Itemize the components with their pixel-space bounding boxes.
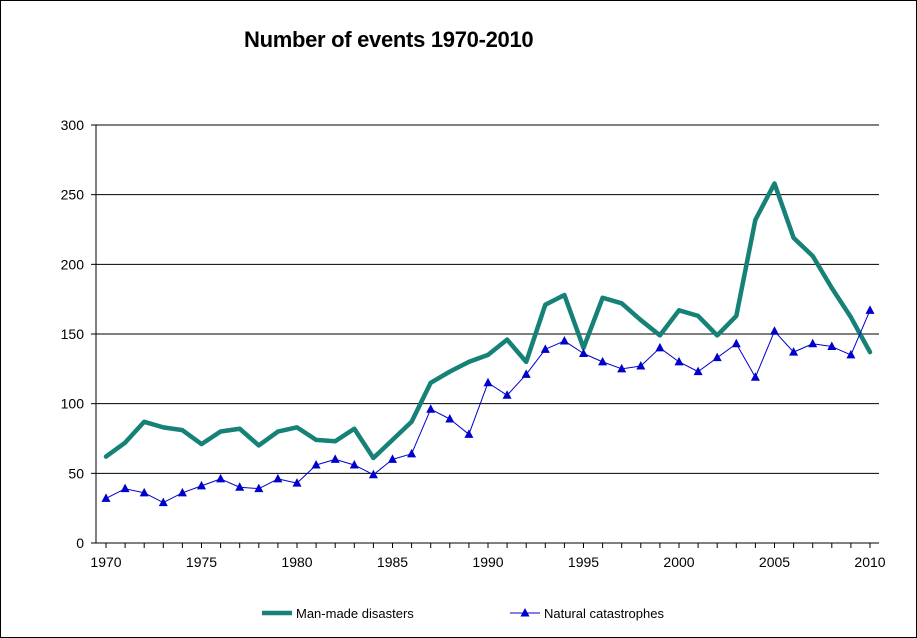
x-tick-1990: 1990 (472, 554, 503, 570)
data-point-natural-1994 (559, 335, 569, 345)
data-point-natural-2000 (674, 356, 684, 366)
x-tick-1985: 1985 (377, 554, 408, 570)
data-point-natural-1997 (617, 363, 627, 373)
y-tick-150: 150 (61, 326, 85, 342)
data-point-natural-1970 (101, 493, 111, 502)
x-tick-1970: 1970 (90, 554, 121, 570)
data-point-natural-2005 (770, 326, 779, 335)
chart-title: Number of events 1970-2010 (244, 27, 534, 52)
data-point-natural-1989 (464, 429, 474, 438)
data-point-natural-1998 (636, 361, 646, 370)
data-point-natural-1983 (349, 459, 359, 469)
x-tick-2000: 2000 (663, 554, 694, 570)
x-tick-1995: 1995 (568, 554, 599, 570)
y-tick-100: 100 (61, 396, 85, 412)
data-point-natural-2006 (789, 347, 799, 356)
data-point-natural-1986 (407, 448, 417, 458)
legend-label-natural: Natural catastrophes (544, 606, 664, 621)
data-point-natural-2010 (865, 305, 875, 314)
data-point-natural-1976 (216, 473, 226, 483)
data-point-natural-1980 (292, 478, 302, 487)
data-point-natural-1992 (521, 369, 531, 378)
data-point-natural-2009 (846, 349, 856, 359)
data-point-natural-1984 (368, 469, 378, 479)
data-point-natural-1977 (235, 482, 245, 491)
data-point-natural-1996 (598, 356, 608, 366)
data-point-natural-2008 (827, 341, 837, 351)
x-tick-1980: 1980 (281, 554, 312, 570)
x-tick-1975: 1975 (186, 554, 217, 570)
data-point-natural-2003 (731, 338, 741, 348)
data-point-natural-1975 (197, 480, 206, 490)
series-line-man-made (103, 181, 873, 461)
data-point-natural-1995 (579, 348, 588, 358)
data-point-natural-1988 (445, 413, 455, 423)
data-point-natural-1972 (139, 487, 149, 497)
data-point-natural-1981 (311, 459, 321, 469)
y-tick-0: 0 (76, 535, 84, 551)
data-point-natural-1991 (502, 390, 512, 399)
axes (91, 124, 879, 548)
data-point-natural-1985 (388, 454, 397, 463)
data-point-natural-1971 (120, 483, 130, 493)
data-point-natural-2002 (712, 352, 722, 362)
y-tick-200: 200 (61, 256, 85, 272)
legend-marker-natural (520, 608, 530, 617)
data-point-natural-1978 (254, 483, 264, 493)
data-point-natural-1973 (158, 497, 168, 507)
data-point-natural-1999 (655, 342, 665, 352)
legend-label-man-made: Man-made disasters (296, 606, 414, 621)
data-point-natural-2004 (750, 372, 760, 381)
gridlines (96, 124, 879, 474)
series-lines (101, 181, 875, 507)
data-point-natural-1993 (540, 344, 550, 353)
y-tick-250: 250 (61, 187, 85, 203)
y-tick-labels: 0 50 100 150 200 250 300 (61, 117, 85, 551)
x-tick-2005: 2005 (759, 554, 790, 570)
data-point-natural-1974 (177, 487, 187, 497)
data-point-natural-1987 (426, 404, 436, 413)
legend: Man-made disasters Natural catastrophes (262, 606, 664, 621)
x-tick-labels: 1970 1975 1980 1985 1990 1995 2000 2005 2010 (90, 554, 885, 570)
data-point-natural-1979 (273, 473, 283, 483)
y-tick-300: 300 (61, 117, 85, 133)
y-tick-50: 50 (68, 465, 84, 481)
data-point-natural-1990 (483, 377, 493, 387)
x-tick-2010: 2010 (854, 554, 885, 570)
data-point-natural-2007 (808, 338, 818, 348)
data-point-natural-1982 (330, 454, 340, 463)
data-point-natural-2001 (693, 366, 703, 376)
